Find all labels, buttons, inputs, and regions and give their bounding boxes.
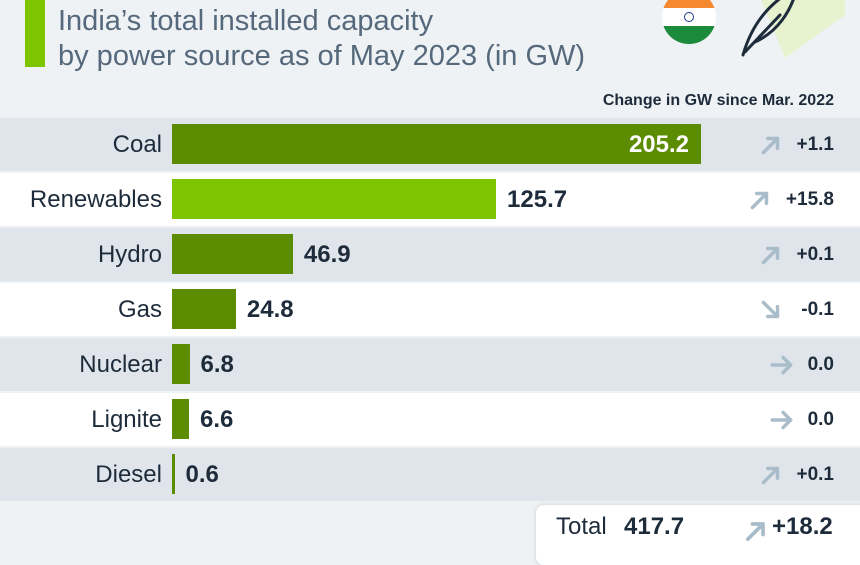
data-label: 125.7 — [507, 186, 568, 213]
total-value: 417.7 — [624, 513, 685, 540]
category-label: Hydro — [97, 241, 162, 268]
total-label: Total — [556, 513, 607, 540]
data-label: 0.6 — [185, 461, 219, 488]
arrow-up-right-icon — [761, 136, 780, 155]
data-label: 24.8 — [246, 296, 294, 323]
data-label: 6.6 — [200, 406, 234, 433]
bar-row-lignite: Lignite 6.6 0.0 — [0, 393, 860, 446]
data-label: 6.8 — [200, 351, 234, 378]
title-line-2: by power source as of May 2023 (in GW) — [58, 40, 586, 72]
data-label: 205.2 — [628, 131, 689, 158]
category-label: Nuclear — [79, 351, 162, 378]
bar — [172, 179, 497, 219]
bar — [172, 399, 189, 439]
category-label: Lignite — [91, 406, 162, 433]
change-value: +0.1 — [796, 244, 834, 265]
arrow-right-icon — [770, 410, 793, 430]
category-label: Coal — [112, 131, 162, 158]
title-line-1: India’s total installed capacity — [58, 5, 434, 37]
change-value: +1.1 — [796, 134, 834, 155]
total-box: Total 417.7 +18.2 — [536, 505, 860, 565]
arrow-up-right-icon — [750, 191, 769, 210]
category-label: Renewables — [29, 186, 162, 213]
arrow-up-right-icon — [761, 246, 780, 265]
change-column-header: Change in GW since Mar. 2022 — [602, 92, 834, 109]
bar — [172, 344, 190, 384]
bar — [172, 234, 293, 274]
arrow-down-right-icon — [761, 300, 780, 319]
total-change: +18.2 — [772, 513, 833, 540]
bar-row-nuclear: Nuclear 6.8 0.0 — [0, 338, 860, 391]
chart-title: India’s total installed capacity by powe… — [58, 4, 585, 74]
change-value: +15.8 — [785, 189, 834, 210]
leaf-icon — [741, 0, 845, 58]
arrow-right-icon — [770, 355, 793, 375]
bar-row-renewables: Renewables 125.7 +15.8 — [0, 173, 860, 226]
bar — [172, 124, 701, 164]
india-flag-icon — [662, 0, 716, 44]
change-value: 0.0 — [807, 354, 834, 375]
accent-bar — [25, 0, 45, 67]
category-label: Diesel — [95, 461, 162, 488]
bar — [172, 289, 236, 329]
change-value: -0.1 — [801, 299, 834, 320]
data-label: 46.9 — [303, 241, 351, 268]
bar-row-gas: Gas 24.8 -0.1 — [0, 283, 860, 336]
arrow-up-right-icon — [745, 522, 765, 542]
bar-row-diesel: Diesel 0.6 +0.1 — [0, 448, 860, 501]
bar-row-coal: Coal 205.2 +1.1 — [0, 118, 860, 171]
change-value: 0.0 — [807, 409, 834, 430]
bar-row-hydro: Hydro 46.9 +0.1 — [0, 228, 860, 281]
category-label: Gas — [117, 296, 162, 323]
change-value: +0.1 — [796, 464, 834, 485]
bar — [172, 454, 175, 494]
arrow-up-right-icon — [761, 466, 780, 485]
